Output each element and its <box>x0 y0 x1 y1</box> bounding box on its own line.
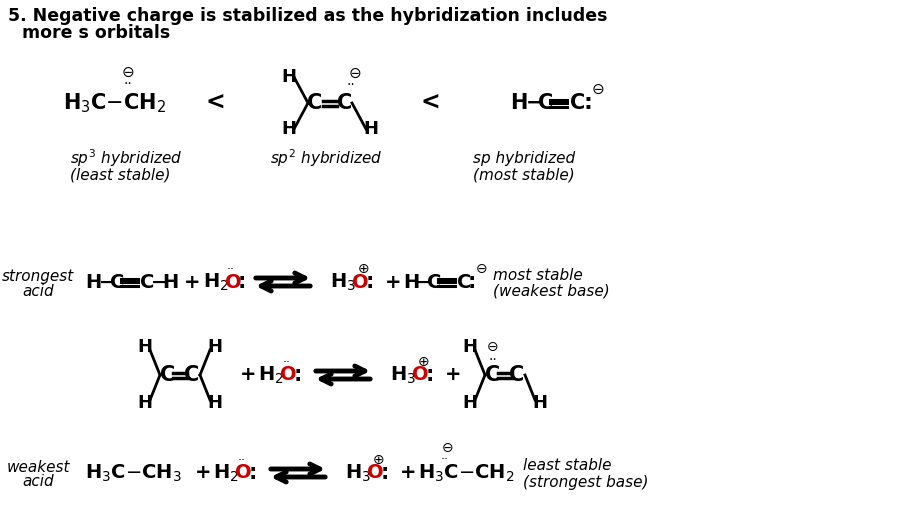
Text: H: H <box>363 120 378 138</box>
Text: O: O <box>367 463 383 483</box>
Text: O: O <box>234 463 252 483</box>
Text: C: C <box>160 365 176 385</box>
Text: C: C <box>110 272 124 292</box>
Text: :: : <box>584 93 592 113</box>
Text: H$_3$: H$_3$ <box>345 462 370 484</box>
Text: :: : <box>249 463 257 483</box>
Text: ⊖: ⊖ <box>442 441 453 455</box>
Text: (most stable): (most stable) <box>472 168 574 182</box>
Text: +: + <box>240 365 256 385</box>
Text: ··: ·· <box>488 353 497 367</box>
Text: strongest: strongest <box>2 269 74 284</box>
Text: H$_2$: H$_2$ <box>213 462 239 484</box>
Text: H$_2$: H$_2$ <box>203 271 229 293</box>
Text: H$_3$C$-$CH$_2$: H$_3$C$-$CH$_2$ <box>417 462 514 484</box>
Text: :: : <box>238 272 246 292</box>
Text: C: C <box>140 272 154 292</box>
Text: H$_3$: H$_3$ <box>390 364 415 386</box>
Text: ··: ·· <box>123 77 132 91</box>
Text: H: H <box>532 394 547 412</box>
Text: O: O <box>225 272 242 292</box>
Text: $sp^3$ hybridized: $sp^3$ hybridized <box>70 147 182 169</box>
Text: ⊕: ⊕ <box>418 355 429 369</box>
Text: :: : <box>425 365 434 385</box>
Text: 5. Negative charge is stabilized as the hybridization includes: 5. Negative charge is stabilized as the … <box>8 7 607 25</box>
Text: +: + <box>445 365 461 385</box>
Text: H: H <box>85 272 101 292</box>
Text: H: H <box>462 394 477 412</box>
Text: H: H <box>281 120 296 138</box>
Text: ··: ·· <box>440 453 448 467</box>
Text: H$_3$: H$_3$ <box>330 271 356 293</box>
Text: C: C <box>570 93 584 113</box>
Text: +: + <box>184 272 200 292</box>
Text: <: < <box>420 91 439 115</box>
Text: C: C <box>509 365 524 385</box>
Text: H: H <box>462 338 477 356</box>
Text: H: H <box>281 68 296 86</box>
Text: +: + <box>384 272 401 292</box>
Text: ⊖: ⊖ <box>121 64 134 79</box>
Text: :: : <box>468 272 476 292</box>
Text: H: H <box>137 394 153 412</box>
Text: weakest: weakest <box>6 460 70 475</box>
Text: ⊕: ⊕ <box>373 453 384 467</box>
Text: −: − <box>151 272 167 292</box>
Text: C: C <box>426 272 441 292</box>
Text: O: O <box>279 365 296 385</box>
Text: C: C <box>485 365 500 385</box>
Text: :: : <box>294 365 302 385</box>
Text: (least stable): (least stable) <box>70 168 170 182</box>
Text: ··: ·· <box>346 78 355 92</box>
Text: :: : <box>380 463 389 483</box>
Text: (strongest base): (strongest base) <box>522 475 648 489</box>
Text: acid: acid <box>22 284 53 298</box>
Text: least stable: least stable <box>522 459 611 473</box>
Text: H: H <box>403 272 419 292</box>
Text: sp hybridized: sp hybridized <box>472 151 574 165</box>
Text: ⊖: ⊖ <box>487 340 498 354</box>
Text: acid: acid <box>22 475 53 489</box>
Text: ··: ·· <box>227 263 234 277</box>
Text: H$_3$C$-$CH$_2$: H$_3$C$-$CH$_2$ <box>63 91 166 115</box>
Text: ⊖: ⊖ <box>476 262 487 276</box>
Text: O: O <box>352 272 369 292</box>
Text: <: < <box>205 91 224 115</box>
Text: ⊕: ⊕ <box>357 262 369 276</box>
Text: H: H <box>137 338 153 356</box>
Text: C: C <box>184 365 199 385</box>
Text: −: − <box>99 272 115 292</box>
Text: +: + <box>400 463 416 483</box>
Text: :: : <box>366 272 374 292</box>
Text: C: C <box>307 93 323 113</box>
Text: −: − <box>526 93 543 113</box>
Text: (weakest base): (weakest base) <box>493 284 609 298</box>
Text: H$_2$: H$_2$ <box>257 364 283 386</box>
Text: −: − <box>415 272 432 292</box>
Text: ⊖: ⊖ <box>591 81 604 96</box>
Text: +: + <box>195 463 211 483</box>
Text: C: C <box>337 93 352 113</box>
Text: H: H <box>208 394 222 412</box>
Text: H: H <box>509 93 527 113</box>
Text: O: O <box>412 365 428 385</box>
Text: ··: ·· <box>238 454 245 468</box>
Text: H: H <box>208 338 222 356</box>
Text: more s orbitals: more s orbitals <box>22 24 170 42</box>
Text: $sp^2$ hybridized: $sp^2$ hybridized <box>269 147 382 169</box>
Text: ⊖: ⊖ <box>348 65 361 80</box>
Text: ··: ·· <box>283 356 290 370</box>
Text: most stable: most stable <box>493 268 582 282</box>
Text: H$_3$C$-$CH$_3$: H$_3$C$-$CH$_3$ <box>85 462 182 484</box>
Text: C: C <box>538 93 552 113</box>
Text: C: C <box>457 272 471 292</box>
Text: H: H <box>162 272 178 292</box>
